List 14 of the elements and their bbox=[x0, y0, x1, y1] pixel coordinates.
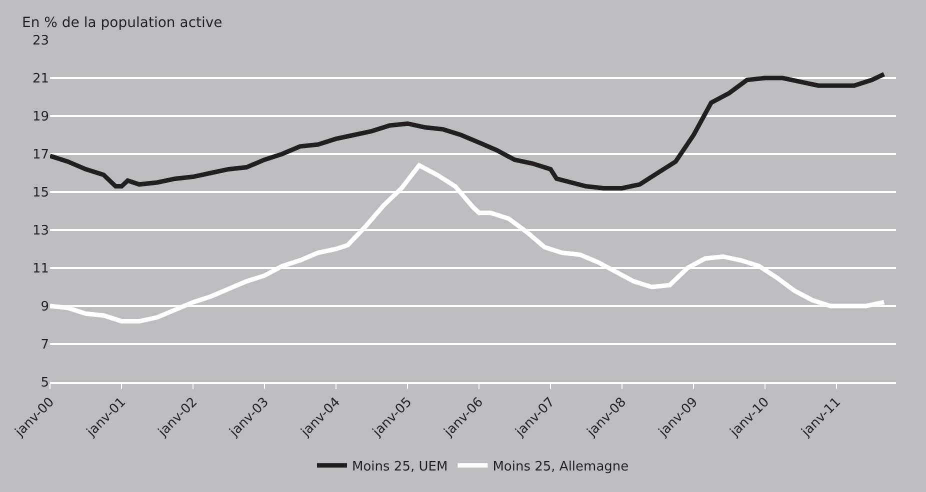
y-tick-label: 21 bbox=[32, 72, 49, 87]
y-tick-label: 9 bbox=[40, 300, 49, 315]
y-tick-label: 7 bbox=[40, 338, 49, 353]
y-tick-label: 5 bbox=[40, 376, 49, 391]
y-tick-label: 15 bbox=[32, 186, 49, 201]
line-series bbox=[50, 72, 886, 190]
y-tick-label: 17 bbox=[32, 148, 49, 163]
y-axis-title: En % de la population active bbox=[22, 15, 222, 31]
y-tick-label: 13 bbox=[32, 224, 49, 239]
y-tick-label: 19 bbox=[32, 110, 49, 125]
legend-label: Moins 25, UEM bbox=[352, 459, 448, 474]
y-tick-label: 23 bbox=[32, 34, 49, 49]
legend-label: Moins 25, Allemagne bbox=[492, 459, 629, 474]
y-tick-label: 11 bbox=[32, 262, 49, 277]
